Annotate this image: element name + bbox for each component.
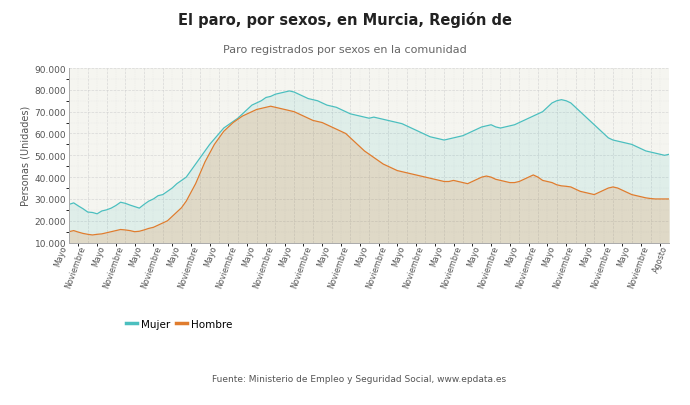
Hombre bbox=[266, 104, 275, 109]
Hombre bbox=[665, 197, 673, 202]
Hombre bbox=[388, 166, 397, 171]
Mujer bbox=[65, 202, 73, 207]
Text: Fuente: Ministerio de Empleo y Seguridad Social, www.epdata.es: Fuente: Ministerio de Empleo y Seguridad… bbox=[212, 374, 506, 383]
Mujer bbox=[431, 136, 439, 141]
Mujer bbox=[98, 209, 106, 214]
Mujer bbox=[665, 152, 673, 157]
Hombre bbox=[548, 181, 556, 185]
Line: Hombre: Hombre bbox=[69, 107, 669, 235]
Text: Paro registrados por sexos en la comunidad: Paro registrados por sexos en la comunid… bbox=[223, 45, 467, 55]
Hombre bbox=[600, 188, 608, 193]
Mujer bbox=[93, 212, 101, 217]
Mujer bbox=[285, 89, 293, 94]
Hombre bbox=[431, 177, 439, 182]
Mujer bbox=[600, 132, 608, 136]
Legend: Mujer, Hombre: Mujer, Hombre bbox=[122, 315, 237, 334]
Hombre bbox=[98, 232, 106, 237]
Mujer bbox=[388, 120, 397, 125]
Hombre bbox=[234, 117, 242, 122]
Hombre bbox=[65, 230, 73, 234]
Line: Mujer: Mujer bbox=[69, 92, 669, 214]
Mujer bbox=[548, 101, 556, 106]
Text: El paro, por sexos, en Murcia, Región de: El paro, por sexos, en Murcia, Región de bbox=[178, 12, 512, 28]
Hombre bbox=[88, 233, 97, 238]
Y-axis label: Personas (Unidades): Personas (Unidades) bbox=[21, 106, 30, 206]
Mujer bbox=[234, 117, 242, 121]
